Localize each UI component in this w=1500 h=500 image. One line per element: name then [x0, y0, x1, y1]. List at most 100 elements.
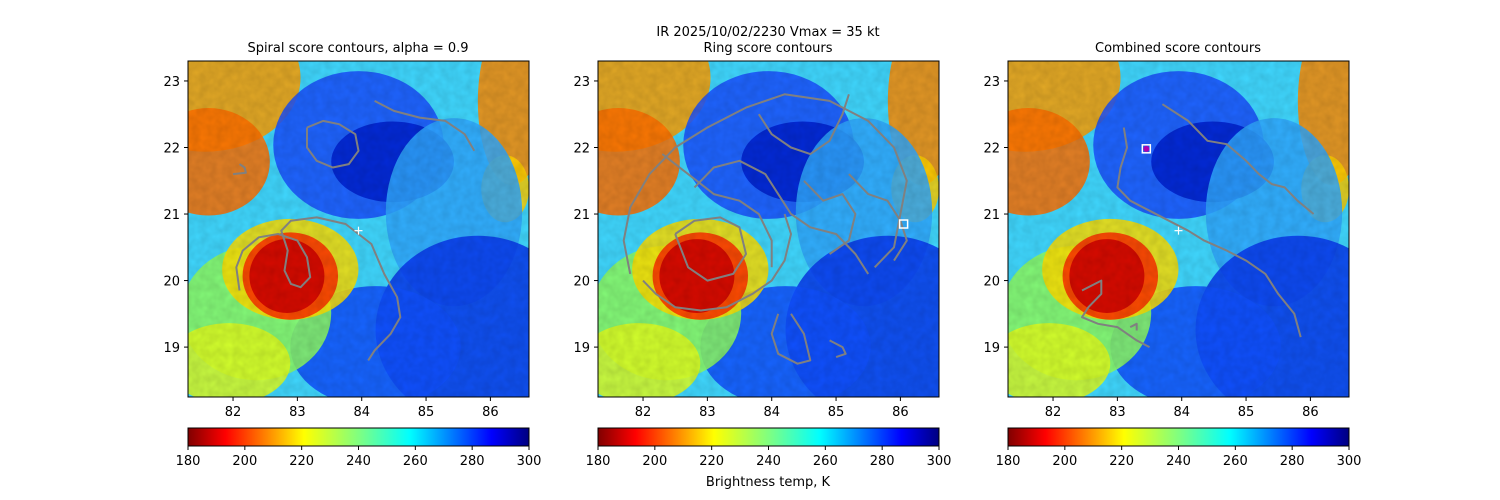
colorbar-tick-label: 240	[1166, 454, 1191, 469]
center-plus-marker	[354, 226, 363, 235]
x-tick-label: 83	[1109, 405, 1126, 420]
axes: 82 83 84 85 86 19 20 21 22 23	[573, 60, 940, 420]
x-tick-label: 85	[1238, 405, 1255, 420]
x-tick-label: 82	[1045, 405, 1062, 420]
colorbar-tick-label: 200	[642, 454, 667, 469]
plot-area	[1008, 61, 1349, 397]
score-contour	[622, 93, 908, 275]
y-tick-label: 21	[983, 208, 1000, 223]
y-tick-label: 23	[983, 75, 1000, 90]
colorbar-tick-label: 260	[1223, 454, 1248, 469]
figure-suptitle: IR 2025/10/02/2230 Vmax = 35 kt	[656, 25, 879, 40]
y-tick-label: 19	[163, 341, 180, 356]
y-tick-label: 19	[573, 341, 590, 356]
colorbar-tick-label: 260	[813, 454, 838, 469]
colorbar: 180 200 220 240 260 280 300	[176, 427, 542, 469]
x-tick-label: 82	[225, 405, 242, 420]
panel-ring: Ring score contours 82 83 84 85 86 19 20 21 22 23	[573, 41, 940, 420]
axes-frame	[1007, 60, 1350, 398]
field-texture	[598, 61, 939, 397]
axes-frame	[187, 60, 530, 398]
colorbar-tick-label: 180	[996, 454, 1021, 469]
x-tick-label: 84	[763, 405, 780, 420]
axes-frame	[597, 60, 940, 398]
score-contour	[306, 119, 360, 169]
axes: 82 83 84 85 86 19 20 21 22 23	[983, 60, 1350, 420]
score-contour	[374, 100, 476, 152]
colorbar-tick-label: 180	[176, 454, 201, 469]
colorbar-tick-label: 300	[927, 454, 952, 469]
score-contour	[232, 163, 247, 176]
y-tick-label: 22	[163, 141, 180, 156]
circle-marker	[1143, 145, 1150, 152]
colorbar-tick-label: 260	[403, 454, 428, 469]
colorbar-tick-label: 200	[232, 454, 257, 469]
score-contour	[674, 216, 747, 282]
x-tick-label: 82	[635, 405, 652, 420]
panel-title: Spiral score contours, alpha = 0.9	[247, 41, 468, 56]
x-tick-label: 85	[828, 405, 845, 420]
score-contour	[829, 339, 847, 359]
panel-combined: Combined score contours 82 83 84 85 86 19 20 21…	[983, 41, 1350, 420]
x-tick-label: 84	[1173, 405, 1190, 420]
brightness-temperature-field	[598, 61, 939, 397]
score-contour	[803, 180, 857, 255]
square-marker	[898, 219, 909, 229]
panel-spiral: Spiral score contours, alpha = 0.9 82 83 8…	[163, 41, 530, 420]
x-tick-label: 85	[418, 405, 435, 420]
brightness-temperature-field	[1008, 61, 1349, 397]
plot-area	[598, 61, 939, 397]
score-contour	[235, 216, 402, 361]
score-contour	[1161, 103, 1315, 215]
axes: 82 83 84 85 86 19 20 21 22 23	[163, 60, 530, 420]
colorbar-bar	[187, 427, 530, 447]
y-tick-label: 20	[573, 275, 590, 290]
x-tick-label: 83	[699, 405, 716, 420]
colorbar-tick-label: 220	[1109, 454, 1134, 469]
score-contour	[1129, 322, 1138, 331]
panel-title: Combined score contours	[1095, 41, 1261, 56]
score-contour	[770, 313, 812, 365]
colorbar-tick-label: 300	[1337, 454, 1362, 469]
colorbar-tick-label: 280	[460, 454, 485, 469]
colorbar-tick-label: 280	[870, 454, 895, 469]
square-marker	[1141, 144, 1152, 154]
colorbar-tick-label: 200	[1052, 454, 1077, 469]
x-tick-label: 84	[353, 405, 370, 420]
x-tick-label: 86	[892, 405, 909, 420]
x-tick-label: 83	[289, 405, 306, 420]
colorbar-label: Brightness temp, K	[706, 475, 831, 490]
colorbar: 180 200 220 240 260 280 300	[586, 427, 952, 469]
score-contour	[1116, 127, 1302, 338]
colorbar-tick-label: 220	[289, 454, 314, 469]
plot-area	[188, 61, 529, 397]
colorbar-tick-label: 180	[586, 454, 611, 469]
x-tick-label: 86	[1302, 405, 1319, 420]
score-contour	[757, 93, 850, 156]
score-contour	[848, 173, 908, 262]
colorbar-tick-label: 300	[517, 454, 542, 469]
x-tick-label: 86	[482, 405, 499, 420]
y-tick-label: 20	[983, 275, 1000, 290]
panel-title: Ring score contours	[703, 41, 832, 56]
brightness-temperature-field	[188, 61, 529, 397]
center-plus-marker	[1174, 226, 1183, 235]
colorbar-tick-label: 220	[699, 454, 724, 469]
score-contour	[661, 153, 773, 268]
y-tick-label: 23	[573, 75, 590, 90]
y-tick-label: 19	[983, 341, 1000, 356]
y-tick-label: 20	[163, 275, 180, 290]
colorbar: 180 200 220 240 260 280 300	[996, 427, 1362, 469]
colorbar-tick-label: 280	[1280, 454, 1305, 469]
y-tick-label: 22	[573, 141, 590, 156]
y-tick-label: 21	[163, 208, 180, 223]
y-tick-label: 21	[573, 208, 590, 223]
colorbar-bar	[597, 427, 940, 447]
colorbar-tick-label: 240	[346, 454, 371, 469]
y-tick-label: 23	[163, 75, 180, 90]
colorbar-bar	[1007, 427, 1350, 447]
score-contour	[1081, 279, 1150, 348]
colorbar-tick-label: 240	[756, 454, 781, 469]
y-tick-label: 22	[983, 141, 1000, 156]
